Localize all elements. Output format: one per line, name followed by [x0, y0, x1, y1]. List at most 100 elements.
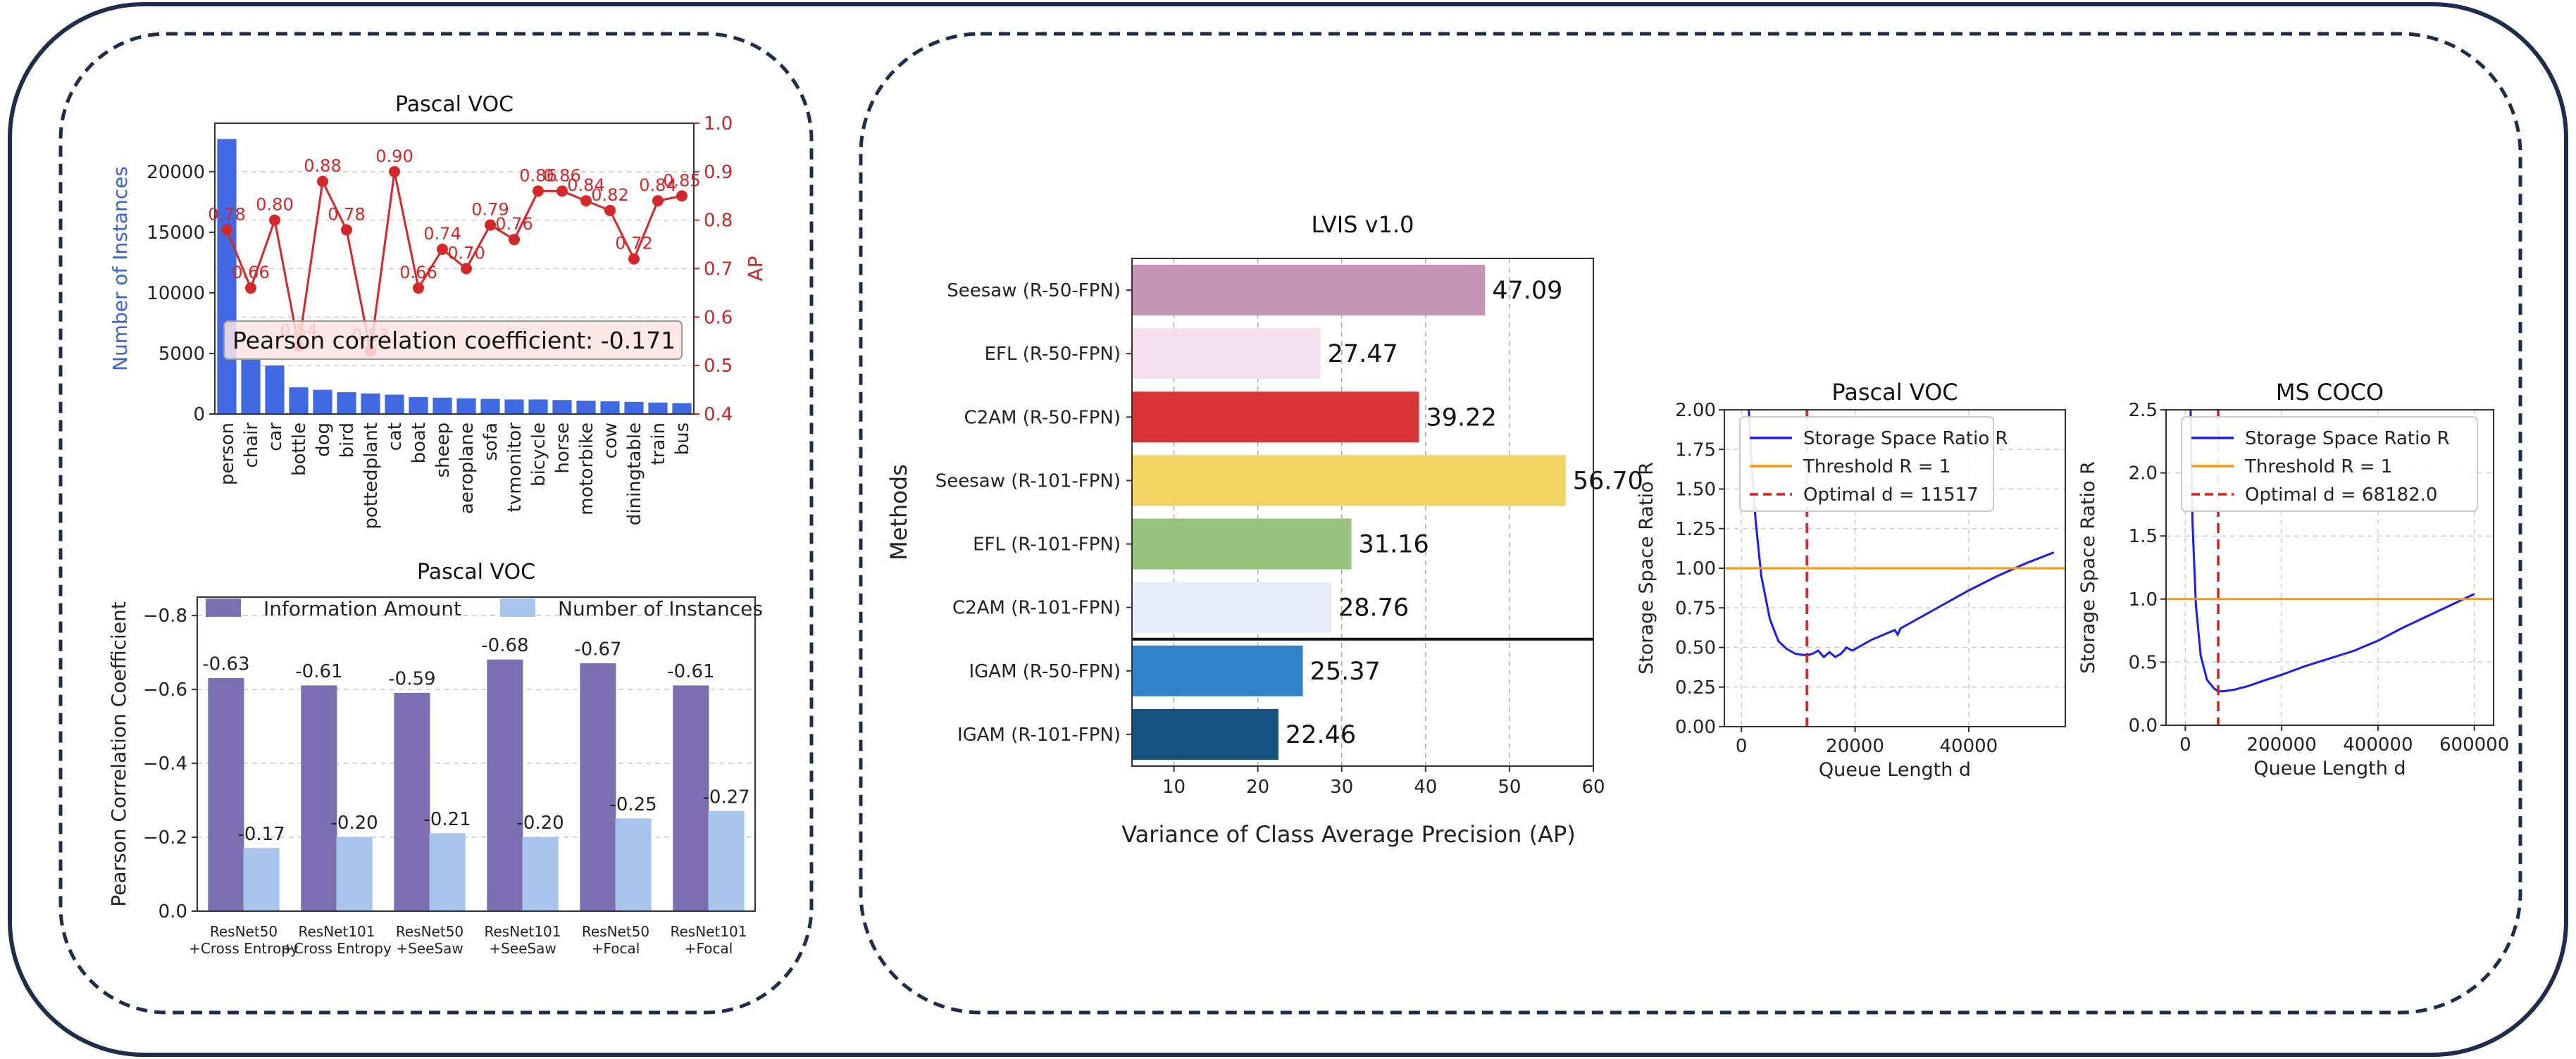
- x-tick-label: train: [648, 422, 669, 465]
- bar-value-label: -0.25: [609, 794, 657, 815]
- bar-sofa: [480, 399, 500, 414]
- x-tick-label: boat: [409, 422, 430, 464]
- x-tick-label: aeroplane: [456, 422, 478, 514]
- y-tick-label: Seesaw (R-50-FPN): [947, 280, 1121, 301]
- chart-title: Pascal VOC: [417, 560, 535, 584]
- bar-instances: [429, 833, 466, 912]
- bar-Seesaw (R-50-FPN): [1132, 265, 1486, 316]
- bar-instances: [336, 836, 373, 912]
- ap-label: 0.76: [495, 214, 533, 234]
- bar-horse: [552, 400, 572, 414]
- x-tick-label: ResNet101: [670, 923, 747, 940]
- y-tick-label: 0.0: [2129, 715, 2158, 737]
- bar-diningtable: [624, 401, 644, 414]
- bar-information: [487, 659, 523, 912]
- x-tick-label: diningtable: [624, 422, 645, 525]
- bar-cat: [385, 394, 404, 414]
- legend-swatch-instances: [500, 599, 535, 617]
- x-tick-label: ResNet101: [484, 923, 561, 940]
- ap-point: [413, 282, 424, 294]
- bar-value-label: -0.59: [388, 668, 435, 689]
- ap-label: 0.74: [423, 224, 461, 244]
- x-tick-label: cow: [600, 422, 621, 458]
- bar-C2AM (R-101-FPN): [1132, 582, 1331, 633]
- legend-box: [2181, 416, 2478, 512]
- y-tick-label: IGAM (R-101-FPN): [957, 725, 1121, 746]
- y-tick-label: 0: [193, 404, 205, 425]
- x-tick-label: sofa: [480, 422, 502, 461]
- y-axis-label: Number of Instances: [108, 166, 132, 371]
- bar-instances: [708, 810, 745, 912]
- bar-value-label: -0.20: [516, 813, 564, 834]
- y-tick-label: 0.5: [2129, 652, 2158, 673]
- y-tick-label: EFL (R-101-FPN): [973, 534, 1121, 556]
- y-tick-label: 2.0: [2129, 463, 2158, 484]
- bar-information: [394, 692, 430, 912]
- y-tick-label: −0.2: [143, 827, 187, 848]
- x-tick-label: 0: [1736, 736, 1748, 757]
- bar-information: [673, 685, 709, 912]
- bar-chair: [241, 358, 261, 414]
- ap-point: [485, 219, 496, 231]
- bar-EFL (R-50-FPN): [1132, 328, 1321, 380]
- y-tick-label: 1.75: [1675, 439, 1716, 460]
- pearson-annotation-box: [223, 320, 683, 360]
- bar-instances: [615, 818, 652, 912]
- ratio-coco-chart: MS COCO 0 200000 400000 600000 0.0 0.5 1.0 1.5 2.…: [2077, 379, 2509, 779]
- y-tick-label: 5000: [158, 344, 205, 365]
- y-tick-label: C2AM (R-101-FPN): [952, 598, 1121, 619]
- ratio-line: [2189, 410, 2475, 693]
- x-tick-label: 0: [2179, 734, 2191, 756]
- x-axis-label: Queue Length d: [2253, 758, 2406, 779]
- legend-label: Threshold R = 1: [1803, 456, 1950, 477]
- x-tick-label: dog: [313, 422, 334, 457]
- y-tick-label: 1.50: [1675, 480, 1716, 501]
- ap-label: 0.79: [471, 200, 509, 220]
- y-tick-label: EFL (R-50-FPN): [985, 344, 1121, 365]
- bar-value-label: -0.20: [330, 813, 378, 834]
- x-tick-label: ResNet50: [396, 923, 463, 940]
- y-axis-label: Pearson Correlation Coefficient: [107, 601, 130, 907]
- bar-value-label: 28.76: [1338, 594, 1409, 622]
- legend-swatch-information: [206, 599, 241, 617]
- y-axis-label: Storage Space Ratio R: [1636, 462, 1657, 675]
- legend-label: Storage Space Ratio R: [2245, 428, 2450, 449]
- plot-frame: [1131, 258, 1594, 767]
- y-tick-label: 0.00: [1675, 717, 1716, 738]
- bar-value-label: -0.68: [481, 635, 528, 656]
- ap-point: [269, 214, 280, 226]
- x-tick-label: cat: [385, 422, 406, 451]
- x-tick-label: pottedplant: [361, 422, 382, 530]
- bar-person: [217, 139, 237, 414]
- bar-value-label: -0.61: [667, 661, 714, 682]
- x-tick-label: 20000: [1826, 736, 1884, 757]
- y-tick-label: 0.25: [1675, 677, 1716, 698]
- x-tick-label: bird: [337, 422, 358, 458]
- bar-value-label: 25.37: [1310, 658, 1381, 686]
- bar-bicycle: [528, 399, 548, 414]
- legend-label: Number of Instances: [558, 597, 763, 620]
- ap-point: [437, 243, 448, 255]
- y-tick-label: 1.00: [1675, 558, 1716, 579]
- ap-label: 0.84: [639, 175, 676, 195]
- x-tick-label: +Cross Entropy: [282, 940, 392, 957]
- ratio-line: [1748, 410, 2055, 659]
- x-tick-label: +Focal: [592, 940, 640, 957]
- ap-point: [533, 185, 544, 197]
- bar-information: [301, 685, 337, 912]
- voc-instances-chart: Pascal VOC 0 5000 10000 15000 20000 0.4 0.5 0.6 0…: [108, 92, 767, 530]
- y2-tick-label: 0.8: [704, 211, 733, 232]
- ap-point: [509, 234, 520, 246]
- legend-label: Information Amount: [263, 597, 461, 620]
- y-tick-label: 1.5: [2129, 526, 2158, 547]
- x-tick-label: ResNet50: [582, 923, 649, 940]
- ap-point: [221, 224, 232, 236]
- ap-label: 0.85: [663, 170, 700, 190]
- x-tick-label: +SeeSaw: [396, 940, 463, 957]
- left-panel-frame: [58, 32, 814, 1015]
- bar-value-label: -0.21: [423, 809, 471, 830]
- x-tick-label: horse: [552, 422, 573, 474]
- x-tick-label: chair: [241, 422, 262, 468]
- x-tick-label: bottle: [289, 422, 310, 476]
